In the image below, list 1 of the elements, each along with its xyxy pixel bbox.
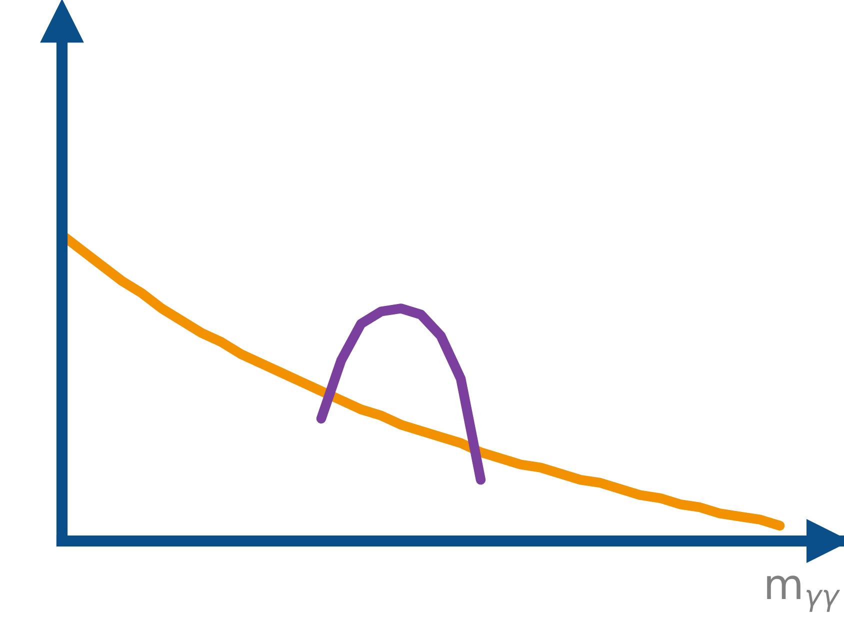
x-axis-title: m$_{γγ}$ (767, 576, 840, 612)
